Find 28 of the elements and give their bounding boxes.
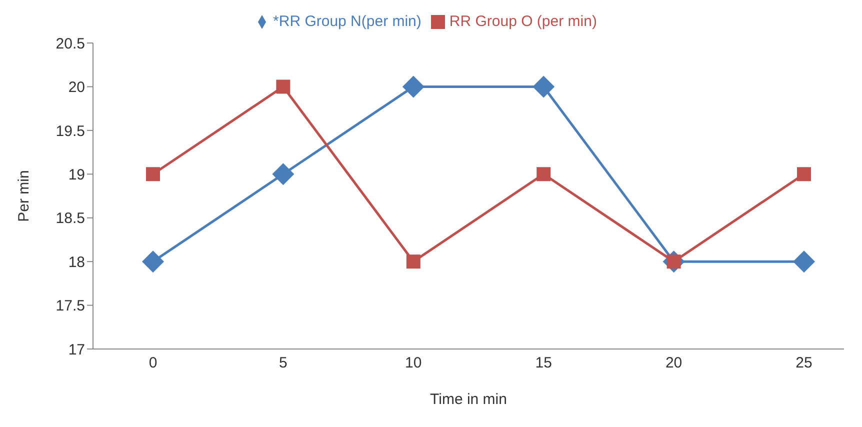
y-tick-label: 18.5 [56, 210, 85, 228]
point [276, 80, 290, 94]
x-tick-label: 20 [665, 354, 682, 372]
y-tick-label: 17 [68, 341, 85, 358]
y-tick-label: 18 [68, 254, 85, 271]
x-tick-label: 10 [405, 354, 422, 372]
point [536, 167, 551, 182]
y-axis-title: Per min [15, 170, 32, 222]
point [272, 163, 294, 186]
x-tick-label: 15 [535, 354, 552, 372]
x-tick-label: 5 [279, 354, 288, 372]
x-axis-title: Time in min [430, 391, 507, 408]
point [797, 167, 811, 182]
legend-label: *RR Group N(per min) [273, 13, 422, 30]
legend-label: RR Group O (per min) [449, 13, 597, 30]
y-tick-label: 20 [68, 79, 85, 96]
y-tick-label: 19.5 [56, 122, 85, 140]
y-tick-label: 20.5 [56, 35, 85, 52]
point [142, 250, 164, 273]
point [406, 254, 420, 269]
point [402, 76, 424, 98]
x-tick-label: 0 [148, 354, 158, 372]
point [793, 250, 815, 273]
y-tick-label: 19 [68, 166, 85, 184]
y-tick-label: 17.5 [56, 298, 85, 315]
point [532, 76, 555, 98]
point [146, 167, 160, 182]
x-tick-label: 25 [796, 354, 812, 372]
